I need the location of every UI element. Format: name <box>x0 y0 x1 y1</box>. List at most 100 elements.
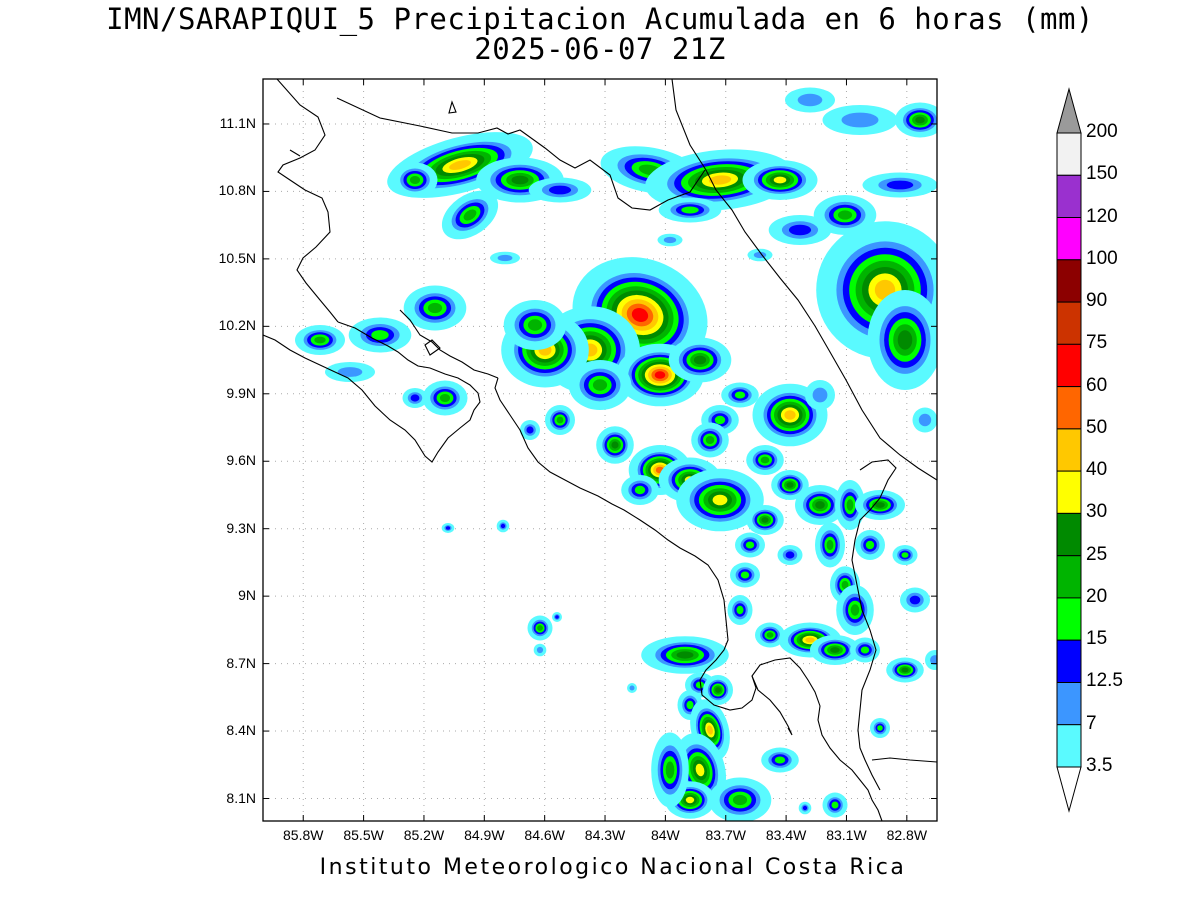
colorbar-bin <box>1056 555 1082 599</box>
colorbar-label: 3.5 <box>1086 755 1113 776</box>
y-tick-label: 9.9N <box>226 384 256 401</box>
colorbar <box>1056 87 1082 813</box>
precip-cell <box>805 380 835 410</box>
x-tick-label: 82.8W <box>886 827 928 843</box>
precip-cell <box>730 562 760 588</box>
precip-cell <box>441 190 499 240</box>
precip-cell <box>402 388 428 408</box>
precip-cell <box>815 522 845 568</box>
precip-cell <box>441 523 455 533</box>
colorbar-bin <box>1056 174 1082 219</box>
precip-cell <box>596 426 634 464</box>
colorbar-label: 100 <box>1086 247 1118 269</box>
precip-cell <box>752 383 828 447</box>
colorbar-bin <box>1056 217 1082 261</box>
precip-cell <box>668 337 732 383</box>
precip-cell <box>528 177 592 203</box>
precip-cell <box>527 615 553 641</box>
precip-cell <box>892 545 918 565</box>
precip-cell <box>691 422 729 458</box>
precip-cell <box>771 470 809 500</box>
precip-cell <box>855 490 905 520</box>
precip-cell <box>676 468 764 532</box>
precip-cell <box>703 675 733 705</box>
colorbar-bin <box>1056 343 1082 388</box>
precip-cell <box>886 657 924 683</box>
precip-cell <box>925 650 937 670</box>
y-tick-label: 8.7N <box>226 654 256 671</box>
precip-cell <box>721 382 759 408</box>
precip-cell <box>746 445 784 475</box>
precip-cell <box>836 585 874 635</box>
precip-cell <box>822 105 898 135</box>
precip-cell <box>403 285 467 331</box>
colorbar-bin <box>1056 724 1082 768</box>
precip-cell <box>627 683 637 693</box>
y-tick-label: 11.1N <box>219 114 256 131</box>
colorbar-bin <box>1056 639 1082 684</box>
precip-cell <box>503 300 567 350</box>
precip-cell <box>870 718 890 738</box>
colorbar-label: 75 <box>1086 332 1108 354</box>
precip-cell <box>810 635 860 665</box>
x-tick-label: 83.1W <box>826 827 867 843</box>
colorbar-bin <box>1056 597 1082 641</box>
precip-cell <box>658 197 722 223</box>
precip-cell <box>325 362 375 382</box>
map-frame <box>262 78 938 822</box>
x-tick-label: 83.4W <box>765 827 807 843</box>
colorbar-label: 20 <box>1086 585 1108 607</box>
precip-cell <box>552 612 562 622</box>
y-tick-label: 10.8N <box>218 182 256 199</box>
colorbar-bin <box>1056 428 1082 472</box>
precip-cell <box>641 636 729 674</box>
colorbar-label: 90 <box>1086 290 1108 312</box>
precip-cell <box>900 587 930 613</box>
colorbar-label: 150 <box>1086 163 1118 185</box>
x-tick-label: 85.8W <box>283 827 324 843</box>
colorbar-bin <box>1056 386 1082 430</box>
colorbar-over-arrow <box>1056 87 1082 134</box>
colorbar-label: 50 <box>1086 416 1108 438</box>
x-tick-label: 84.3W <box>584 827 626 843</box>
precip-cell <box>348 317 412 353</box>
colorbar-bin <box>1056 259 1082 303</box>
precip-cell <box>621 475 659 505</box>
precip-cell <box>708 777 772 821</box>
x-tick-label: 84W <box>650 827 680 843</box>
institution-credit: Instituto Meteorologico Nacional Costa R… <box>319 855 907 880</box>
precip-cell <box>785 87 835 113</box>
colorbar-label: 200 <box>1086 121 1118 142</box>
precip-cell <box>755 622 785 648</box>
x-tick-label: 83.7W <box>705 827 746 843</box>
colorbar-label: 25 <box>1086 543 1108 565</box>
precip-cell <box>747 248 773 262</box>
precip-cell <box>727 595 753 625</box>
precip-cell <box>850 637 880 663</box>
precip-cell <box>545 405 575 435</box>
precip-cell <box>533 643 547 657</box>
x-tick-label: 85.5W <box>343 827 384 843</box>
colorbar-label: 12.5 <box>1086 670 1123 692</box>
precip-cell <box>742 160 818 200</box>
colorbar-label: 15 <box>1086 628 1108 650</box>
colorbar-label: 40 <box>1086 459 1108 481</box>
precip-cell <box>651 732 689 808</box>
colorbar-bin <box>1056 132 1082 176</box>
y-tick-label: 9.3N <box>226 519 256 536</box>
colorbar-label: 30 <box>1086 501 1108 523</box>
x-tick-label: 85.2W <box>403 827 445 843</box>
precip-cell <box>855 530 885 560</box>
y-tick-label: 10.5N <box>218 249 256 266</box>
colorbar-bin <box>1056 470 1082 514</box>
precip-cell <box>761 747 799 773</box>
y-tick-label: 8.4N <box>226 722 256 739</box>
precip-cell <box>798 801 812 815</box>
colorbar-bin <box>1056 682 1082 726</box>
map-datetime: 2025-06-07 21Z <box>474 32 726 66</box>
x-tick-label: 84.6W <box>524 827 565 843</box>
precip-cell <box>795 485 845 525</box>
x-tick-label: 84.9W <box>464 827 505 843</box>
precip-cell <box>520 420 540 440</box>
